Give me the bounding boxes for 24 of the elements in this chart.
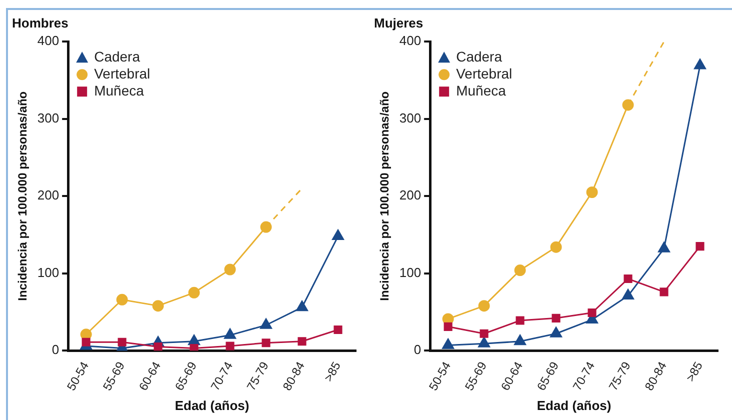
legend-label: Vertebral	[456, 65, 512, 82]
x-axis-title: Edad (años)	[174, 398, 250, 413]
y-tick-label: 200	[399, 188, 422, 203]
y-axis-title: Incidencia por 100.000 personas/año	[16, 91, 30, 301]
chart-title: Hombres	[12, 15, 68, 30]
y-tick-label: 100	[399, 264, 422, 280]
legend-label: Cadera	[94, 48, 140, 64]
x-tick-label: >85	[321, 359, 344, 384]
y-tick-label: 400	[399, 33, 422, 48]
x-tick-label: >85	[683, 359, 706, 384]
y-tick-label: 300	[37, 110, 60, 126]
legend-label: Muñeca	[94, 82, 144, 98]
y-axis-title: Incidencia por 100.000 personas/año	[378, 91, 392, 301]
chart-title: Mujeres	[374, 15, 424, 30]
y-tick-label: 200	[37, 188, 60, 203]
x-axis-title: Edad (años)	[536, 398, 612, 413]
legend-label: Muñeca	[456, 82, 506, 98]
legend-label: Cadera	[456, 48, 502, 64]
y-tick-label: 0	[52, 342, 60, 358]
y-tick-label: 100	[37, 264, 60, 280]
legend-label: Vertebral	[94, 65, 150, 82]
y-tick-label: 0	[414, 342, 422, 358]
y-tick-label: 300	[399, 110, 422, 126]
y-tick-label: 400	[37, 33, 60, 48]
